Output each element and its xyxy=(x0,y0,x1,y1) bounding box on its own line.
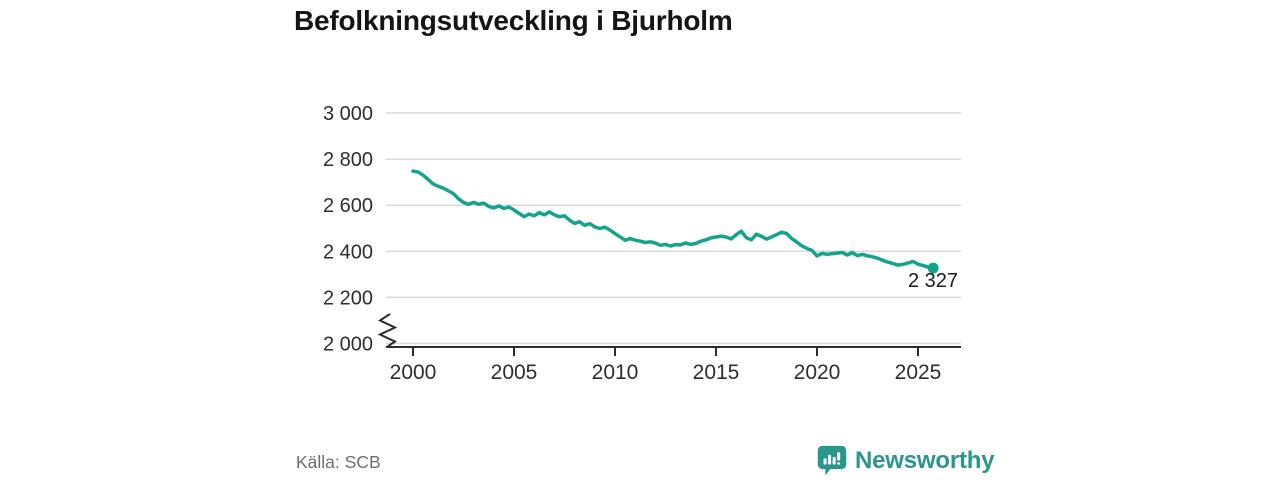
end-point-dot xyxy=(927,262,939,274)
y-tick-label: 2 600 xyxy=(323,195,373,217)
x-tick-label: 2025 xyxy=(895,361,942,384)
newsworthy-bubble-chart-icon xyxy=(817,445,847,476)
x-tick-label: 2005 xyxy=(491,361,538,384)
source-label: Källa: SCB xyxy=(296,452,381,472)
x-tick-label: 2020 xyxy=(794,361,841,384)
x-tick-label: 2000 xyxy=(390,361,437,384)
x-tick-label: 2015 xyxy=(693,361,740,384)
y-tick-label: 3 000 xyxy=(323,103,373,125)
y-tick-label: 2 000 xyxy=(323,334,373,356)
y-tick-label: 2 800 xyxy=(323,149,373,171)
end-value-label: 2 327 xyxy=(907,270,958,292)
population-line xyxy=(411,169,935,270)
chart-title: Befolkningsutveckling i Bjurholm xyxy=(294,5,733,36)
newsworthy-logo: Newsworthy xyxy=(816,443,995,479)
brand-name: Newsworthy xyxy=(855,447,995,474)
y-tick-label: 2 400 xyxy=(323,241,373,263)
y-tick-label: 2 200 xyxy=(323,287,373,309)
axis-break-symbol xyxy=(377,313,398,348)
x-tick-label: 2010 xyxy=(592,361,639,384)
